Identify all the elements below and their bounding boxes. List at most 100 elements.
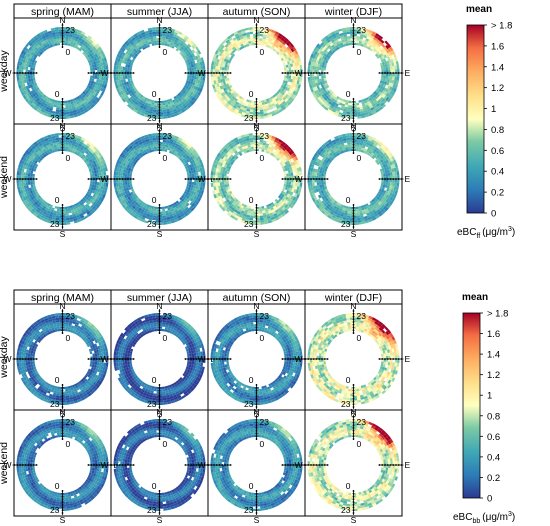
polar-cell	[167, 41, 171, 45]
polar-cell	[313, 94, 318, 100]
polar-cell	[191, 75, 195, 80]
polar-cell	[123, 92, 128, 97]
axis-tick	[352, 146, 355, 149]
polar-cell	[122, 172, 126, 176]
polar-cell	[317, 53, 322, 58]
polar-cell	[223, 103, 229, 109]
polar-cell	[176, 106, 181, 111]
axis-tick	[207, 72, 210, 74]
polar-cell	[312, 182, 315, 187]
polar-cell	[272, 99, 277, 104]
polar-cell	[283, 59, 288, 63]
polar-cell	[307, 76, 311, 81]
polar-cell	[165, 108, 170, 112]
polar-cell	[134, 95, 139, 100]
axis-tick	[132, 72, 135, 74]
polar-cell	[24, 52, 29, 57]
polar-cell	[185, 45, 190, 50]
axis-tick	[312, 178, 315, 180]
polar-cell	[28, 46, 33, 51]
axis-tick	[158, 152, 161, 154]
polar-cell	[215, 171, 218, 176]
polar-cell	[142, 36, 147, 40]
polar-cell	[328, 95, 333, 100]
polar-cell	[235, 46, 240, 50]
polar-cell	[100, 50, 105, 55]
polar-cell	[190, 61, 194, 65]
polar-cell	[153, 144, 157, 147]
polar-cell	[273, 101, 278, 106]
polar-cell	[32, 96, 37, 101]
polar-cell	[186, 65, 190, 69]
axis-tick	[218, 178, 221, 180]
polar-cell	[175, 48, 179, 52]
polar-cell	[313, 51, 318, 56]
polar-cell	[41, 101, 46, 106]
polar-cell	[370, 40, 375, 45]
polar-cell	[216, 94, 221, 100]
polar-cell	[379, 96, 384, 101]
polar-cell	[290, 52, 295, 57]
polar-cell	[226, 92, 230, 97]
polar-cell	[376, 55, 380, 59]
polar-cell	[363, 42, 368, 46]
polar-cell	[167, 103, 172, 107]
polar-cell	[159, 112, 164, 115]
polar-cell	[220, 88, 225, 93]
polar-cell	[341, 115, 346, 119]
polar-cell	[338, 97, 342, 101]
polar-cell	[174, 44, 179, 49]
polar-cell	[175, 37, 180, 41]
polar-cell	[122, 85, 126, 90]
polar-cell	[391, 87, 395, 92]
polar-cell	[34, 99, 39, 104]
polar-cell	[128, 61, 132, 66]
polar-cell	[19, 87, 23, 93]
polar-cell	[21, 73, 24, 77]
polar-cell	[65, 326, 69, 330]
polar-cell	[290, 79, 293, 83]
polar-cell	[22, 46, 27, 52]
axis-tick	[352, 26, 355, 29]
polar-cell	[173, 101, 177, 105]
axis-tick	[287, 178, 289, 180]
polar-cell	[237, 44, 242, 49]
polar-cell	[145, 42, 150, 46]
polar-cell	[163, 116, 168, 119]
polar-cell	[193, 76, 197, 80]
polar-cell	[368, 97, 373, 102]
polar-cell	[54, 27, 59, 30]
polar-cell	[214, 91, 219, 96]
polar-cell	[378, 100, 383, 105]
polar-cell	[96, 43, 101, 48]
polar-cell	[166, 110, 171, 114]
polar-cell	[46, 43, 50, 47]
axis-tick	[24, 178, 27, 180]
polar-cell	[237, 94, 241, 98]
polar-cell	[311, 50, 316, 55]
polar-cell	[317, 60, 321, 65]
axis-tick	[61, 26, 64, 29]
polar-cell	[259, 111, 264, 115]
polar-cell	[321, 75, 324, 79]
polar-cell	[220, 92, 225, 97]
hour-label-0: 0	[249, 195, 254, 205]
polar-cell	[130, 62, 134, 66]
polar-cell	[220, 96, 225, 102]
polar-cell	[178, 103, 183, 107]
polar-cell	[62, 33, 66, 37]
polar-cell	[103, 65, 107, 70]
polar-cell	[99, 73, 102, 77]
polar-cell	[151, 29, 156, 33]
axis-tick	[61, 132, 64, 135]
polar-cell	[37, 35, 42, 40]
polar-cell	[162, 38, 166, 41]
axis-tick	[61, 106, 64, 109]
axis-tick	[255, 35, 258, 37]
polar-cell	[58, 29, 63, 32]
polar-cell	[78, 37, 83, 41]
polar-cell	[146, 105, 151, 109]
polar-cell	[371, 31, 377, 36]
polar-cell	[181, 33, 186, 38]
polar-cell	[123, 81, 127, 86]
